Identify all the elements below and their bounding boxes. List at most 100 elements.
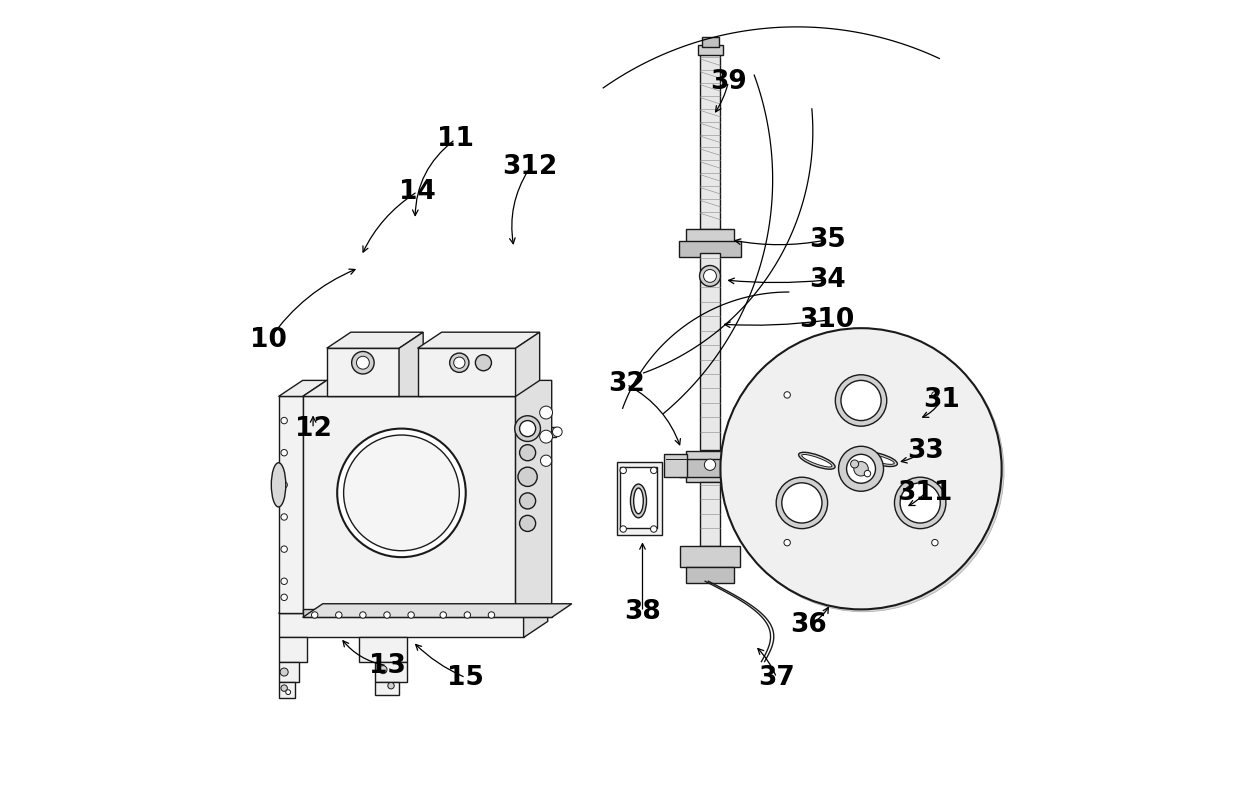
Polygon shape (303, 396, 516, 613)
Polygon shape (374, 662, 407, 682)
Polygon shape (418, 348, 516, 396)
Bar (681, 546, 740, 567)
Circle shape (281, 417, 288, 424)
Circle shape (553, 427, 562, 437)
Text: 32: 32 (608, 371, 645, 397)
Circle shape (336, 612, 342, 618)
Bar (686, 229, 734, 253)
Bar (680, 240, 740, 256)
Circle shape (864, 470, 870, 477)
Circle shape (280, 668, 288, 676)
Circle shape (703, 269, 717, 282)
Circle shape (515, 416, 541, 442)
Polygon shape (327, 332, 423, 348)
Circle shape (384, 612, 391, 618)
Circle shape (440, 612, 446, 618)
Circle shape (281, 514, 288, 520)
Text: 36: 36 (790, 612, 827, 638)
Polygon shape (279, 380, 327, 396)
Polygon shape (399, 332, 423, 396)
Circle shape (539, 430, 553, 443)
Ellipse shape (272, 463, 285, 507)
Text: 12: 12 (295, 416, 331, 442)
Text: 311: 311 (898, 480, 954, 506)
Text: 11: 11 (436, 126, 474, 152)
Polygon shape (279, 682, 295, 697)
Circle shape (851, 460, 858, 468)
Circle shape (360, 612, 366, 618)
Text: 31: 31 (923, 388, 960, 413)
Bar (616, 463, 662, 535)
Bar (680, 460, 740, 477)
Circle shape (720, 328, 1002, 609)
Circle shape (520, 445, 536, 461)
Text: 33: 33 (906, 438, 944, 464)
Circle shape (281, 481, 288, 488)
Ellipse shape (802, 455, 832, 467)
Ellipse shape (799, 452, 835, 469)
Circle shape (285, 690, 290, 695)
Polygon shape (303, 609, 552, 617)
Circle shape (388, 683, 394, 689)
Circle shape (620, 467, 626, 473)
Circle shape (699, 265, 720, 286)
Polygon shape (279, 396, 303, 613)
Circle shape (620, 526, 626, 532)
Bar (686, 451, 734, 481)
Circle shape (838, 447, 884, 491)
Text: 39: 39 (711, 69, 746, 95)
Circle shape (784, 392, 790, 398)
Circle shape (900, 483, 940, 523)
Circle shape (343, 435, 459, 551)
Circle shape (539, 406, 553, 419)
Circle shape (847, 455, 875, 483)
Circle shape (931, 540, 939, 546)
Circle shape (281, 685, 288, 692)
Ellipse shape (861, 451, 898, 467)
Circle shape (894, 477, 946, 528)
Circle shape (450, 353, 469, 372)
Text: 34: 34 (808, 267, 846, 293)
Text: 10: 10 (250, 327, 288, 354)
Text: 37: 37 (759, 665, 795, 691)
Circle shape (379, 666, 387, 674)
Polygon shape (358, 637, 407, 662)
Circle shape (520, 515, 536, 532)
Polygon shape (303, 380, 539, 396)
Circle shape (781, 483, 822, 523)
Circle shape (281, 546, 288, 553)
Bar (665, 455, 687, 477)
Polygon shape (279, 637, 306, 662)
Circle shape (651, 467, 657, 473)
Circle shape (723, 331, 1004, 612)
Circle shape (464, 612, 470, 618)
Polygon shape (279, 662, 299, 682)
Circle shape (704, 460, 715, 470)
Text: 310: 310 (800, 307, 854, 333)
Circle shape (281, 578, 288, 584)
Circle shape (784, 540, 790, 546)
Bar (698, 45, 723, 55)
Circle shape (836, 375, 887, 426)
Circle shape (475, 354, 491, 371)
Polygon shape (279, 597, 548, 613)
Bar (686, 567, 734, 582)
Circle shape (356, 356, 370, 369)
Circle shape (651, 526, 657, 532)
Circle shape (776, 477, 827, 528)
Bar (620, 467, 657, 528)
Circle shape (281, 594, 288, 600)
Circle shape (352, 351, 374, 374)
Polygon shape (279, 613, 523, 637)
Polygon shape (516, 380, 552, 613)
Ellipse shape (863, 454, 894, 464)
Bar (730, 455, 754, 477)
Circle shape (408, 612, 414, 618)
Circle shape (520, 421, 536, 437)
Circle shape (281, 450, 288, 456)
Text: 14: 14 (399, 179, 436, 205)
Circle shape (841, 380, 882, 421)
Bar (701, 253, 720, 451)
Circle shape (489, 612, 495, 618)
Circle shape (520, 493, 536, 509)
